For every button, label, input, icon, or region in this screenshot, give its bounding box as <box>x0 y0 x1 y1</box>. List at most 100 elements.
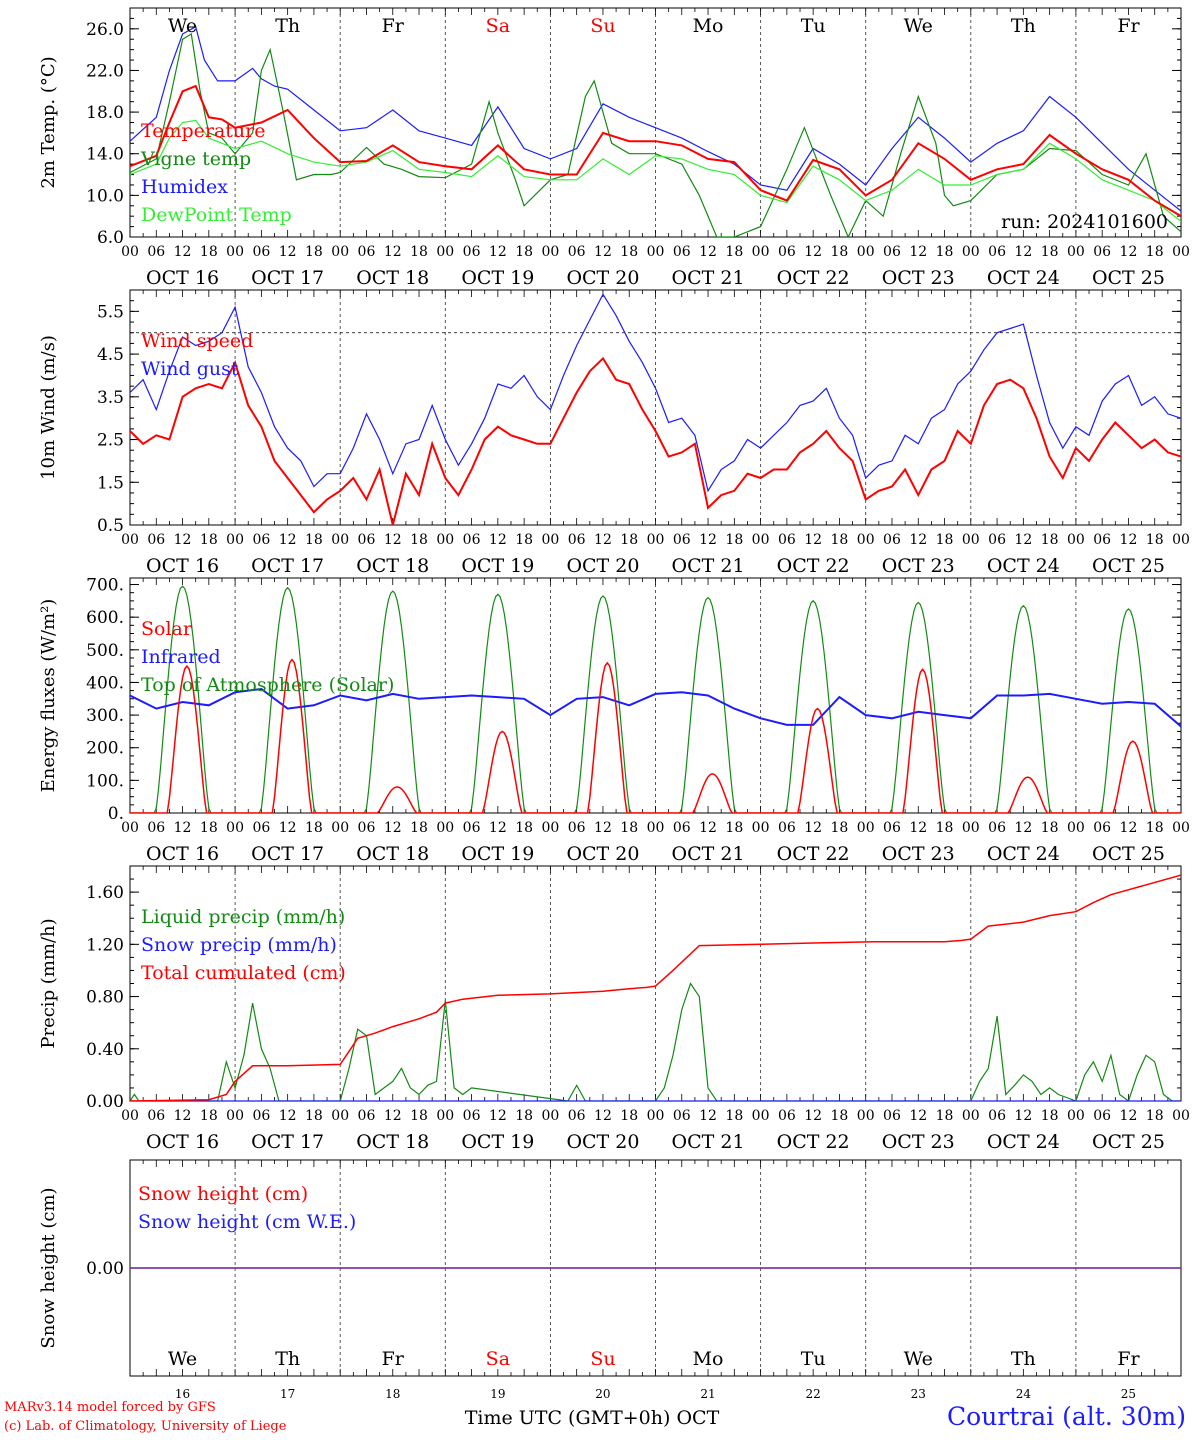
y-tick-label: 2.5 <box>97 431 124 451</box>
hour-tick-label: 12 <box>1014 1108 1032 1124</box>
model-credit: MARv3.14 model forced by GFS <box>4 1400 216 1415</box>
weekday-label: We <box>904 1348 933 1370</box>
date-label: OCT 17 <box>251 555 324 577</box>
date-label: OCT 19 <box>461 555 534 577</box>
weekday-label: Fr <box>382 15 405 37</box>
hour-tick-label: 12 <box>1120 244 1138 260</box>
date-label: OCT 20 <box>566 555 639 577</box>
day-number: 16 <box>175 1387 190 1401</box>
date-label: OCT 17 <box>251 843 324 865</box>
hour-tick-label: 18 <box>725 1108 743 1124</box>
date-label: OCT 18 <box>356 843 429 865</box>
hour-tick-label: 12 <box>279 532 297 548</box>
hour-tick-label: 00 <box>226 1108 244 1124</box>
hour-tick-label: 18 <box>1146 532 1164 548</box>
legend-entry: Wind speed <box>141 330 253 352</box>
hour-tick-label: 06 <box>252 244 270 260</box>
hour-tick-label: 18 <box>1041 1108 1059 1124</box>
hour-tick-label: 12 <box>1120 532 1138 548</box>
date-label: OCT 22 <box>777 843 850 865</box>
hour-tick-label: 18 <box>831 820 849 836</box>
hour-tick-label: 00 <box>647 244 665 260</box>
weekday-label: Fr <box>382 1348 405 1370</box>
hour-tick-label: 00 <box>541 1108 559 1124</box>
date-label: OCT 22 <box>777 555 850 577</box>
hour-tick-label: 06 <box>568 244 586 260</box>
date-label: OCT 22 <box>777 267 850 289</box>
hour-tick-label: 18 <box>1146 820 1164 836</box>
hour-tick-label: 12 <box>1120 1108 1138 1124</box>
hour-tick-label: 00 <box>331 244 349 260</box>
hour-tick-label: 12 <box>489 532 507 548</box>
weekday-label: Su <box>590 15 615 37</box>
day-number: 17 <box>280 1387 295 1401</box>
weekday-label: We <box>904 15 933 37</box>
legend-entry: Humidex <box>141 176 228 198</box>
hour-tick-label: 00 <box>1067 1108 1085 1124</box>
panel-energy: 0. 100. 200. 300. 400. 500. 600. 700. Energy flu… <box>38 576 1190 865</box>
series-line-dewpoint-temp <box>130 119 1181 222</box>
y-tick-label: 400. <box>86 673 124 693</box>
weekday-label: Su <box>590 1348 615 1370</box>
hour-tick-label: 12 <box>594 532 612 548</box>
hour-tick-label: 00 <box>121 820 139 836</box>
hour-tick-label: 12 <box>1014 532 1032 548</box>
hour-tick-label: 00 <box>436 820 454 836</box>
day-number: 23 <box>911 1387 926 1401</box>
hour-tick-label: 18 <box>515 532 533 548</box>
date-label: OCT 21 <box>672 843 745 865</box>
date-label: OCT 16 <box>146 267 219 289</box>
y-tick-label: 3.5 <box>97 388 124 408</box>
hour-tick-label: 00 <box>436 244 454 260</box>
day-number: 25 <box>1121 1387 1136 1401</box>
hour-tick-label: 06 <box>778 532 796 548</box>
hour-tick-label: 00 <box>647 532 665 548</box>
hour-tick-label: 06 <box>568 532 586 548</box>
hour-tick-label: 06 <box>988 532 1006 548</box>
hour-tick-label: 12 <box>384 820 402 836</box>
weekday-label: Sa <box>486 1348 510 1370</box>
hour-tick-label: 12 <box>384 532 402 548</box>
hour-tick-label: 18 <box>305 532 323 548</box>
hour-tick-label: 06 <box>568 1108 586 1124</box>
hour-tick-label: 18 <box>620 1108 638 1124</box>
hour-tick-label: 18 <box>515 244 533 260</box>
hour-tick-label: 18 <box>410 820 428 836</box>
hour-tick-label: 00 <box>1172 820 1190 836</box>
hour-tick-label: 18 <box>200 820 218 836</box>
hour-tick-label: 18 <box>200 244 218 260</box>
hour-tick-label: 00 <box>121 1108 139 1124</box>
hour-tick-label: 06 <box>673 820 691 836</box>
date-label: OCT 16 <box>146 843 219 865</box>
hour-tick-label: 18 <box>200 532 218 548</box>
date-label: OCT 17 <box>251 1131 324 1153</box>
series-line-temperature <box>130 84 1181 218</box>
hour-tick-label: 00 <box>226 244 244 260</box>
hour-tick-label: 00 <box>857 532 875 548</box>
y-tick-label: 0.80 <box>86 988 124 1008</box>
hour-tick-label: 12 <box>594 244 612 260</box>
hour-tick-label: 18 <box>515 820 533 836</box>
y-tick-label: 6.0 <box>97 228 124 248</box>
hour-tick-label: 00 <box>647 1108 665 1124</box>
y-tick-label: 300. <box>86 706 124 726</box>
weekday-label: Fr <box>1117 1348 1140 1370</box>
y-tick-label: 10.0 <box>86 186 124 206</box>
day-number: 21 <box>700 1387 715 1401</box>
hour-tick-label: 12 <box>804 244 822 260</box>
hour-tick-label: 06 <box>358 820 376 836</box>
hour-tick-label: 06 <box>1093 1108 1111 1124</box>
hour-tick-label: 12 <box>489 244 507 260</box>
date-label: OCT 23 <box>882 267 955 289</box>
hour-tick-label: 06 <box>883 820 901 836</box>
legend-entry: DewPoint Temp <box>141 204 292 226</box>
series-line-wind-gust <box>130 293 1181 493</box>
date-label: OCT 24 <box>987 1131 1060 1153</box>
hour-tick-label: 00 <box>1172 244 1190 260</box>
weekday-label: Mo <box>693 1348 724 1370</box>
hour-tick-label: 18 <box>831 1108 849 1124</box>
hour-tick-label: 06 <box>988 820 1006 836</box>
hour-tick-label: 00 <box>857 244 875 260</box>
y-axis-label: 10m Wind (m/s) <box>38 335 59 480</box>
hour-tick-label: 06 <box>147 532 165 548</box>
